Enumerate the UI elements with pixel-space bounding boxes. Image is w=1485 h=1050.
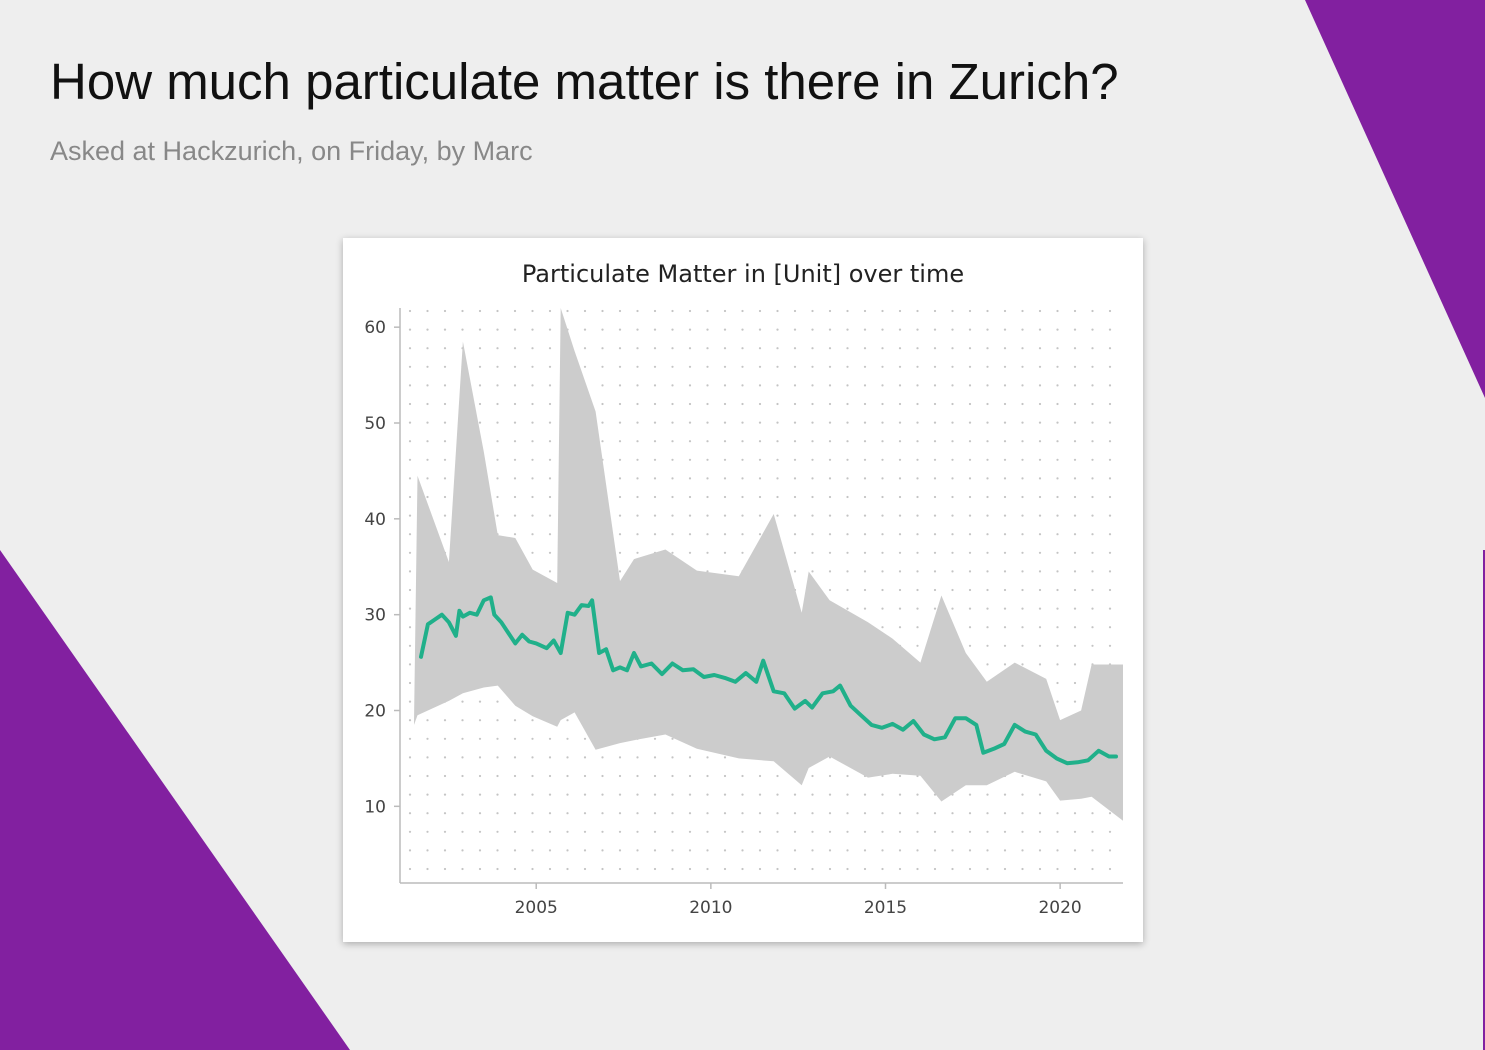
- chart-title: Particulate Matter in [Unit] over time: [521, 260, 965, 288]
- series-line: [419, 595, 1118, 766]
- x-tick-label: 2015: [864, 898, 907, 918]
- x-tick-label: 2010: [689, 898, 732, 918]
- x-tick-label: 2020: [1038, 898, 1081, 918]
- range-band: [414, 308, 1123, 821]
- page-subtitle: Asked at Hackzurich, on Friday, by Marc: [50, 136, 533, 166]
- y-tick-label: 40: [364, 510, 386, 530]
- purple-corner-bottom-left: [0, 550, 350, 1050]
- y-tick-label: 60: [364, 318, 386, 338]
- y-tick-label: 30: [364, 606, 386, 626]
- chart-svg: 10 20 30 40 50 60 2005 2010 2015 2020: [364, 308, 1123, 918]
- y-tick-label: 10: [364, 797, 386, 817]
- y-tick-label: 50: [364, 414, 386, 434]
- y-tick-label: 20: [364, 702, 386, 722]
- x-tick-label: 2005: [515, 898, 558, 918]
- page-title: How much particulate matter is there in …: [50, 53, 1119, 110]
- chart-card: 10 20 30 40 50 60 2005 2010 2015 2020 Particulate…: [343, 238, 1143, 942]
- purple-corner-top-right: [1305, 0, 1485, 398]
